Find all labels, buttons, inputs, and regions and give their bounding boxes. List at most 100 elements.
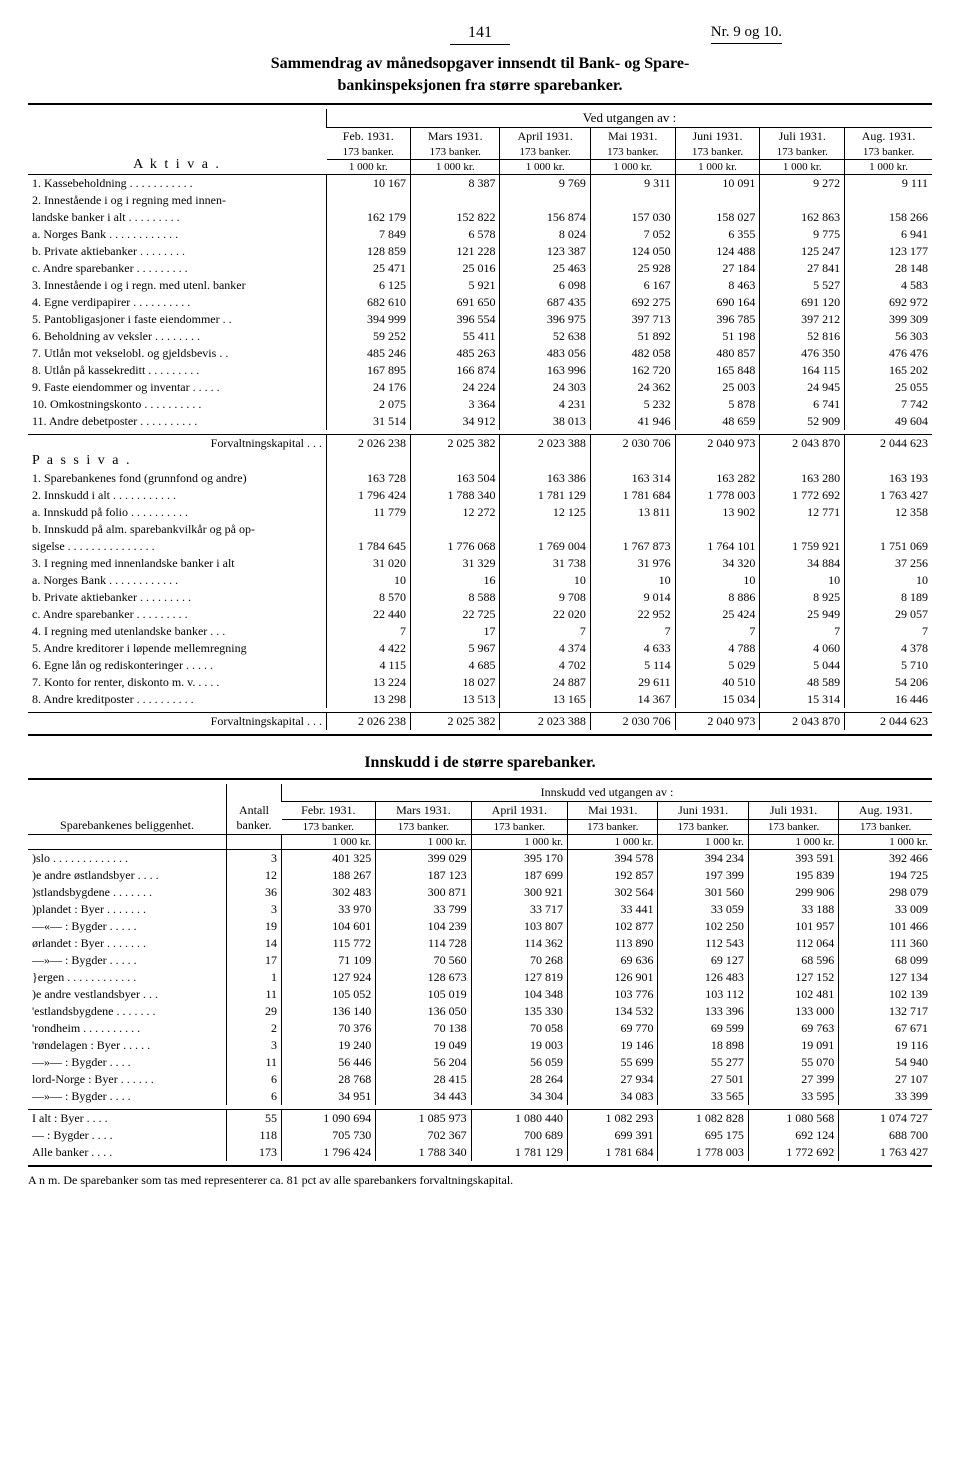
cell: 126 901 [568,969,658,986]
cell: 70 058 [471,1020,567,1037]
row-label: 1. Sparebankenes fond (grunnfond og andr… [28,470,327,487]
row-label: b. Innskudd på alm. sparebankvilkår og p… [28,521,327,538]
cell: 197 399 [658,867,748,884]
cell: 298 079 [839,884,932,901]
month-header: Aug. 1931. [839,802,932,820]
cell: 158 027 [675,209,760,226]
cell: 69 127 [658,952,748,969]
cell: 2 043 870 [760,435,845,453]
cell [590,521,675,538]
unit-header: 1 000 kr. [411,160,500,175]
title-line2: bankinspeksjonen fra større sparebanker. [28,77,932,95]
cell: 31 738 [500,555,590,572]
cell [760,192,845,209]
cell: 7 [590,623,675,640]
antall-cell: 118 [227,1127,282,1144]
cell: 1 781 129 [471,1144,567,1161]
cell: 1 082 828 [658,1110,748,1128]
row-label: sigelse . . . . . . . . . . . . . . . [28,538,327,555]
month-header: Juni 1931. [658,802,748,820]
cell: 13 224 [327,674,411,691]
cell: 71 109 [282,952,376,969]
antall-cell: 29 [227,1003,282,1020]
cell: 59 252 [327,328,411,345]
unit-cell: 1 000 kr. [471,835,567,850]
cell: 7 052 [590,226,675,243]
cell: 13 298 [327,691,411,708]
cell: 115 772 [282,935,376,952]
cell: 24 224 [411,379,500,396]
cell: 127 134 [839,969,932,986]
title2: Innskudd i de større sparebanker. [28,754,932,772]
cell: 1 781 129 [500,487,590,504]
cell: 127 819 [471,969,567,986]
cell: 19 146 [568,1037,658,1054]
cell: 22 020 [500,606,590,623]
cell: 1 090 694 [282,1110,376,1128]
cell: 68 596 [748,952,838,969]
cell: 123 177 [845,243,932,260]
cell: 485 263 [411,345,500,362]
cell: 55 411 [411,328,500,345]
row-label: ørlandet : Byer . . . . . . . [28,935,227,952]
cell: 111 360 [839,935,932,952]
cell: 300 921 [471,884,567,901]
cell: 24 945 [760,379,845,396]
cell: 134 532 [568,1003,658,1020]
row-label: 10. Omkostningskonto . . . . . . . . . . [28,396,327,413]
cell: 19 049 [376,1037,471,1054]
antall-cell: 19 [227,918,282,935]
cell: 302 564 [568,884,658,901]
cell: 41 946 [590,413,675,430]
cell: 396 554 [411,311,500,328]
row-label: 2. Innskudd i alt . . . . . . . . . . . [28,487,327,504]
antall-cell: 14 [227,935,282,952]
cell: 9 775 [760,226,845,243]
cell: 114 362 [471,935,567,952]
main-table: A k t i v a . Ved utgangen av : Feb. 193… [28,109,932,736]
row-label: }ergen . . . . . . . . . . . . [28,969,227,986]
cell: 70 138 [376,1020,471,1037]
banker-header: 173 banker. [327,145,411,160]
cell: 2 040 973 [675,435,760,453]
cell: 34 884 [760,555,845,572]
antall-cell: 1 [227,969,282,986]
cell: 17 [411,623,500,640]
row-label: 4. Egne verdipapirer . . . . . . . . . . [28,294,327,311]
cell: 163 280 [760,470,845,487]
cell: 167 895 [327,362,411,379]
row-label: —»— : Bygder . . . . [28,1054,227,1071]
cell: 476 350 [760,345,845,362]
cell: 70 376 [282,1020,376,1037]
cell: 1 788 340 [376,1144,471,1161]
row-label: a. Norges Bank . . . . . . . . . . . . [28,226,327,243]
cell: 2 025 382 [411,435,500,453]
cell: 7 [845,623,932,640]
cell: 1 788 340 [411,487,500,504]
cell: 692 972 [845,294,932,311]
cell: 2 030 706 [590,435,675,453]
cell [675,192,760,209]
banker-header: 173 banker. [845,145,932,160]
antall-cell: 55 [227,1110,282,1128]
cell: 24 362 [590,379,675,396]
row-label: 7. Utlån mot vekselobl. og gjeldsbevis .… [28,345,327,362]
cell: 4 702 [500,657,590,674]
cell: 395 170 [471,850,567,868]
antall-cell: 3 [227,850,282,868]
row-label: landske banker i alt . . . . . . . . . [28,209,327,226]
cell: 483 056 [500,345,590,362]
cell: 103 112 [658,986,748,1003]
cell: 6 098 [500,277,590,294]
cell: 1 763 427 [845,487,932,504]
cell: 1 080 568 [748,1110,838,1128]
cell: 9 014 [590,589,675,606]
cell: 2 026 238 [327,713,411,731]
unit-cell: 1 000 kr. [839,835,932,850]
cell: 55 277 [658,1054,748,1071]
cell: 135 330 [471,1003,567,1020]
cell: 10 167 [327,175,411,193]
cell: 132 717 [839,1003,932,1020]
cell: 396 785 [675,311,760,328]
cell: 16 446 [845,691,932,708]
